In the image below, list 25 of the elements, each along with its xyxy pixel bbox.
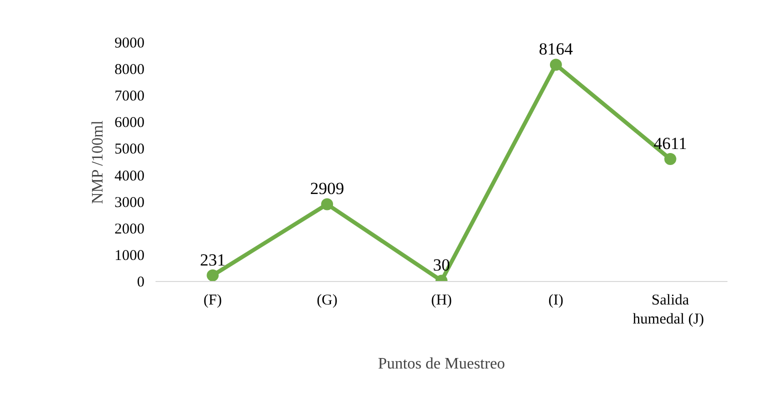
data-label: 231	[200, 250, 226, 270]
y-tick-label: 1000	[114, 248, 144, 264]
y-tick-label: 5000	[114, 142, 144, 158]
x-axis-title: Puntos de Muestreo	[378, 356, 506, 373]
point	[206, 269, 219, 282]
x-tick-label: (I)	[548, 292, 564, 308]
data-label: 4611	[654, 134, 687, 154]
point	[550, 58, 562, 71]
y-tick-label: 9000	[114, 36, 144, 52]
data-label: 8164	[538, 40, 574, 59]
y-axis-title: NMP /100ml	[90, 120, 106, 204]
x-tick-label: (F)	[204, 292, 222, 308]
point	[664, 153, 676, 166]
y-tick-label: 0	[137, 274, 144, 290]
y-tick-label: 2000	[114, 221, 144, 238]
x-tick-label: Salida humedal (J)	[632, 292, 704, 328]
x-tick-label: (G)	[316, 292, 338, 308]
y-tick-label: 3000	[114, 194, 144, 211]
x-tick-label: (H)	[431, 292, 452, 308]
y-tick-label: 7000	[114, 88, 144, 105]
y-tick-label: 4000	[114, 168, 144, 184]
y-tick-label: 8000	[114, 62, 144, 78]
point	[321, 198, 334, 210]
y-tick-label: 6000	[114, 115, 144, 132]
data-label: 2909	[310, 179, 344, 198]
